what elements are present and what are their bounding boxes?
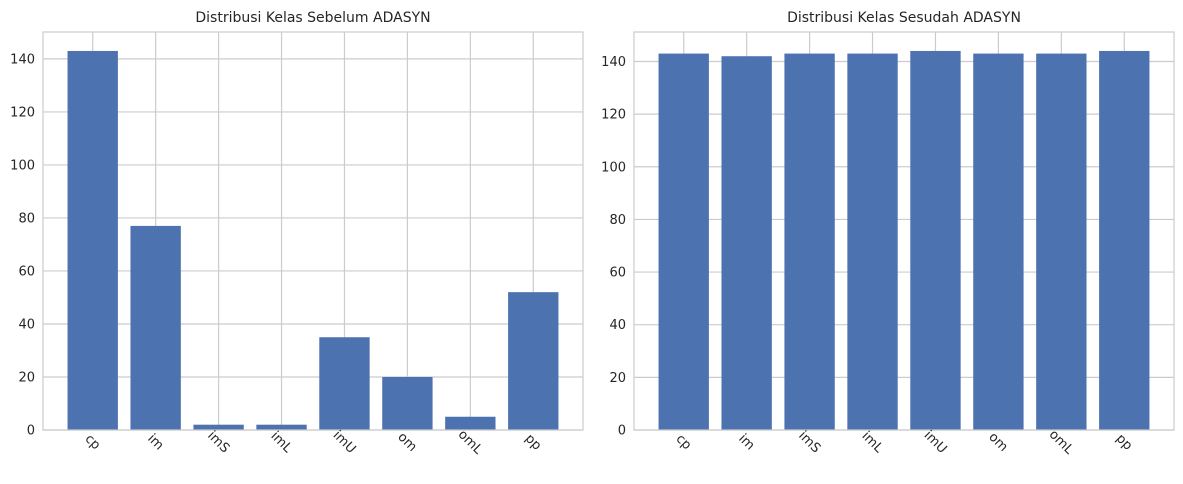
y-tick-label: 120 — [10, 105, 35, 120]
bar-cp — [658, 53, 709, 430]
bar-pp — [508, 292, 559, 430]
bar-im — [721, 56, 772, 431]
x-tick-label: omL — [455, 427, 486, 458]
y-tick-label: 100 — [601, 160, 626, 175]
y-tick-label: 80 — [18, 211, 35, 226]
bar-cp — [67, 50, 118, 430]
y-tick-label: 140 — [10, 52, 35, 67]
x-tick-label: imL — [268, 429, 296, 457]
y-tick-label: 20 — [609, 371, 626, 386]
chart-panel-after: 0 20 40 60 80 100 120 140 cp im imS imL imU om omL pp Di… — [601, 10, 1175, 458]
x-tick-label: omL — [1046, 427, 1077, 458]
bar-omL — [1036, 53, 1087, 430]
bar-om — [973, 53, 1024, 430]
plot-frame — [633, 31, 1175, 431]
y-tick-label: 120 — [601, 108, 626, 123]
x-tick-label: pp — [522, 431, 544, 453]
y-tick-label: 140 — [601, 55, 626, 70]
y-tick-label: 0 — [27, 424, 35, 439]
chart-title: Distribusi Kelas Sebelum ADASYN — [195, 10, 430, 26]
y-tick-label: 40 — [609, 318, 626, 333]
y-tick-label: 60 — [18, 264, 35, 279]
x-tick-label: imS — [204, 428, 232, 456]
y-tick-label: 80 — [609, 213, 626, 228]
bar-imL — [256, 424, 307, 430]
x-tick-label: pp — [1113, 431, 1135, 453]
plot-frame — [42, 31, 584, 431]
x-tick-label: cp — [673, 432, 695, 454]
y-tick-label: 40 — [18, 317, 35, 332]
bar-imU — [910, 50, 961, 430]
chart-panel-before: 0 20 40 60 80 100 120 140 cp im imS imL imU om omL pp Di… — [10, 10, 584, 458]
y-tick-label: 0 — [618, 424, 626, 439]
bar-imS — [784, 53, 835, 430]
chart-title: Distribusi Kelas Sesudah ADASYN — [787, 10, 1021, 26]
y-tick-label: 20 — [18, 370, 35, 385]
bar-om — [382, 376, 433, 430]
bar-imS — [193, 424, 244, 430]
x-tick-label: imU — [921, 428, 950, 457]
x-tick-label: imS — [795, 428, 823, 456]
x-tick-label: im — [735, 431, 757, 453]
y-tick-label: 60 — [609, 266, 626, 281]
x-tick-label: imU — [330, 428, 359, 457]
x-tick-label: om — [394, 430, 419, 455]
bar-imL — [847, 53, 898, 430]
bar-im — [130, 225, 181, 430]
bar-pp — [1099, 50, 1150, 430]
y-tick-label: 100 — [10, 158, 35, 173]
bar-imU — [319, 337, 370, 430]
x-tick-label: cp — [82, 432, 104, 454]
bar-omL — [445, 416, 496, 430]
x-tick-label: im — [144, 431, 166, 453]
x-tick-label: imL — [859, 429, 887, 457]
x-tick-label: om — [985, 430, 1010, 455]
